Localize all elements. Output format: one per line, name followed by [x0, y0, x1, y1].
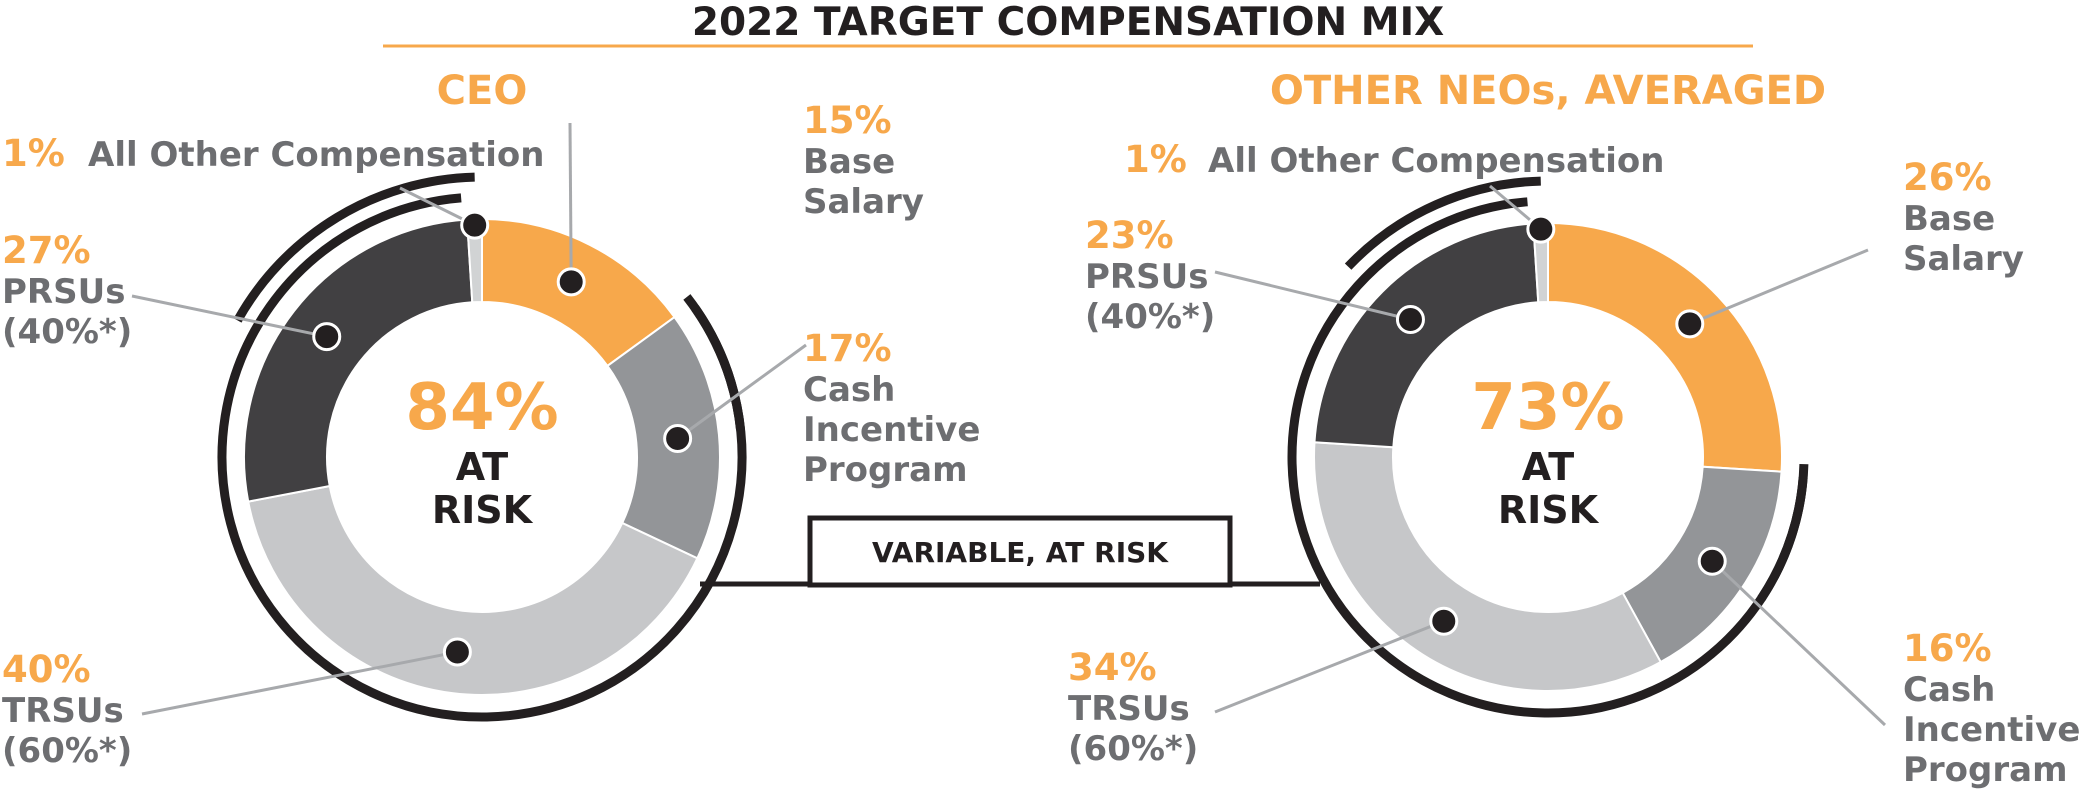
- ceo-label-cash-incentive-2: Incentive: [803, 410, 980, 450]
- ceo-heading: CEO: [437, 68, 528, 114]
- ceo-at-risk-label-2: RISK: [432, 488, 534, 532]
- neo-label-base-salary-1: Base: [1903, 199, 1995, 239]
- ceo-leader-cash-incentive: [676, 343, 807, 440]
- ceo-label-prsu-1: PRSUs: [2, 272, 125, 312]
- neo-leader-prsu: [1214, 270, 1411, 321]
- neo-pct-prsu: 23%: [1085, 214, 1174, 257]
- ceo-pct-trsu: 40%: [2, 648, 91, 691]
- ceo-leader-base-salary: [568, 122, 573, 282]
- ceo-slice-prsu: [243, 218, 474, 503]
- neo-leader-trsu: [1214, 619, 1445, 714]
- variable-at-risk-box: [807, 515, 1233, 588]
- neo-at-risk-arc: [1287, 197, 1808, 718]
- ceo-label-trsu-1: TRSUs: [2, 691, 124, 731]
- ceo-label-base-salary-1: Base: [803, 142, 895, 182]
- variable-at-risk-label: VARIABLE, AT RISK: [872, 536, 1169, 569]
- ceo-equity-arc: [233, 172, 475, 323]
- neo-pct-base-salary: 26%: [1903, 156, 1992, 199]
- neo-heading: OTHER NEOs, AVERAGED: [1270, 68, 1826, 114]
- ceo-pct-base-salary: 15%: [803, 99, 892, 142]
- ceo-dot-base-salary: [556, 267, 586, 297]
- neo-label-cash-incentive-2: Incentive: [1903, 710, 2080, 750]
- ceo-leader-prsu: [131, 294, 328, 339]
- neo-label-prsu-2: (40%*): [1085, 297, 1215, 337]
- chart-title: 2022 TARGET COMPENSATION MIX: [692, 0, 1444, 45]
- neo-dot-all-other: [1526, 214, 1556, 244]
- neo-leader-cash-incentive: [1711, 560, 1887, 727]
- ceo-dot-prsu: [312, 322, 342, 352]
- ceo-label-prsu-2: (40%*): [2, 312, 132, 352]
- ceo-pct-cash-incentive: 17%: [803, 327, 892, 370]
- neo-label-cash-incentive-1: Cash: [1903, 670, 1995, 710]
- neo-cash-arc: [1757, 464, 1809, 602]
- ceo-pct-prsu: 27%: [2, 229, 91, 272]
- ceo-leader-trsu: [141, 650, 458, 716]
- ceo-label-all-other-1: All Other Compensation: [88, 135, 544, 175]
- neo-at-risk-label-1: AT: [1522, 445, 1574, 489]
- neo-label-cash-incentive-3: Program: [1903, 750, 2068, 790]
- ceo-dot-trsu: [442, 637, 472, 667]
- ceo-slice-trsu: [247, 484, 699, 696]
- neo-leader-base-salary: [1689, 248, 1869, 326]
- ceo-dot-all-other: [460, 210, 490, 240]
- ceo-pct-all-other: 1%: [2, 132, 65, 175]
- neo-pct-all-other: 1%: [1124, 138, 1187, 181]
- neo-pct-cash-incentive: 16%: [1903, 627, 1992, 670]
- neo-pct-trsu: 34%: [1068, 646, 1157, 689]
- neo-dot-base-salary: [1675, 309, 1705, 339]
- neo-label-trsu-1: TRSUs: [1068, 689, 1190, 729]
- neo-dot-trsu: [1429, 606, 1459, 636]
- neo-slice-prsu: [1313, 222, 1540, 449]
- ceo-label-cash-incentive-1: Cash: [803, 370, 895, 410]
- neo-slice-base-salary: [1547, 221, 1783, 473]
- ceo-at-risk-value: 84%: [405, 371, 558, 445]
- ceo-label-base-salary-2: Salary: [803, 182, 924, 222]
- neo-equity-arc: [1344, 176, 1541, 270]
- neo-label-prsu-1: PRSUs: [1085, 257, 1208, 297]
- neo-slice-trsu: [1313, 441, 1663, 692]
- neo-label-base-salary-2: Salary: [1903, 239, 2024, 279]
- ceo-cash-arc: [683, 294, 746, 431]
- neo-dot-prsu: [1395, 304, 1425, 334]
- ceo-at-risk-label-1: AT: [456, 445, 508, 489]
- neo-dot-cash-incentive: [1697, 546, 1727, 576]
- ceo-label-cash-incentive-3: Program: [803, 450, 968, 490]
- neo-label-all-other-1: All Other Compensation: [1208, 141, 1664, 181]
- ceo-dot-cash-incentive: [663, 424, 693, 454]
- neo-at-risk-label-2: RISK: [1498, 488, 1600, 532]
- neo-at-risk-value: 73%: [1471, 371, 1624, 445]
- neo-label-trsu-2: (60%*): [1068, 729, 1198, 769]
- ceo-at-risk-arc: [217, 193, 747, 722]
- ceo-label-trsu-2: (60%*): [2, 731, 132, 771]
